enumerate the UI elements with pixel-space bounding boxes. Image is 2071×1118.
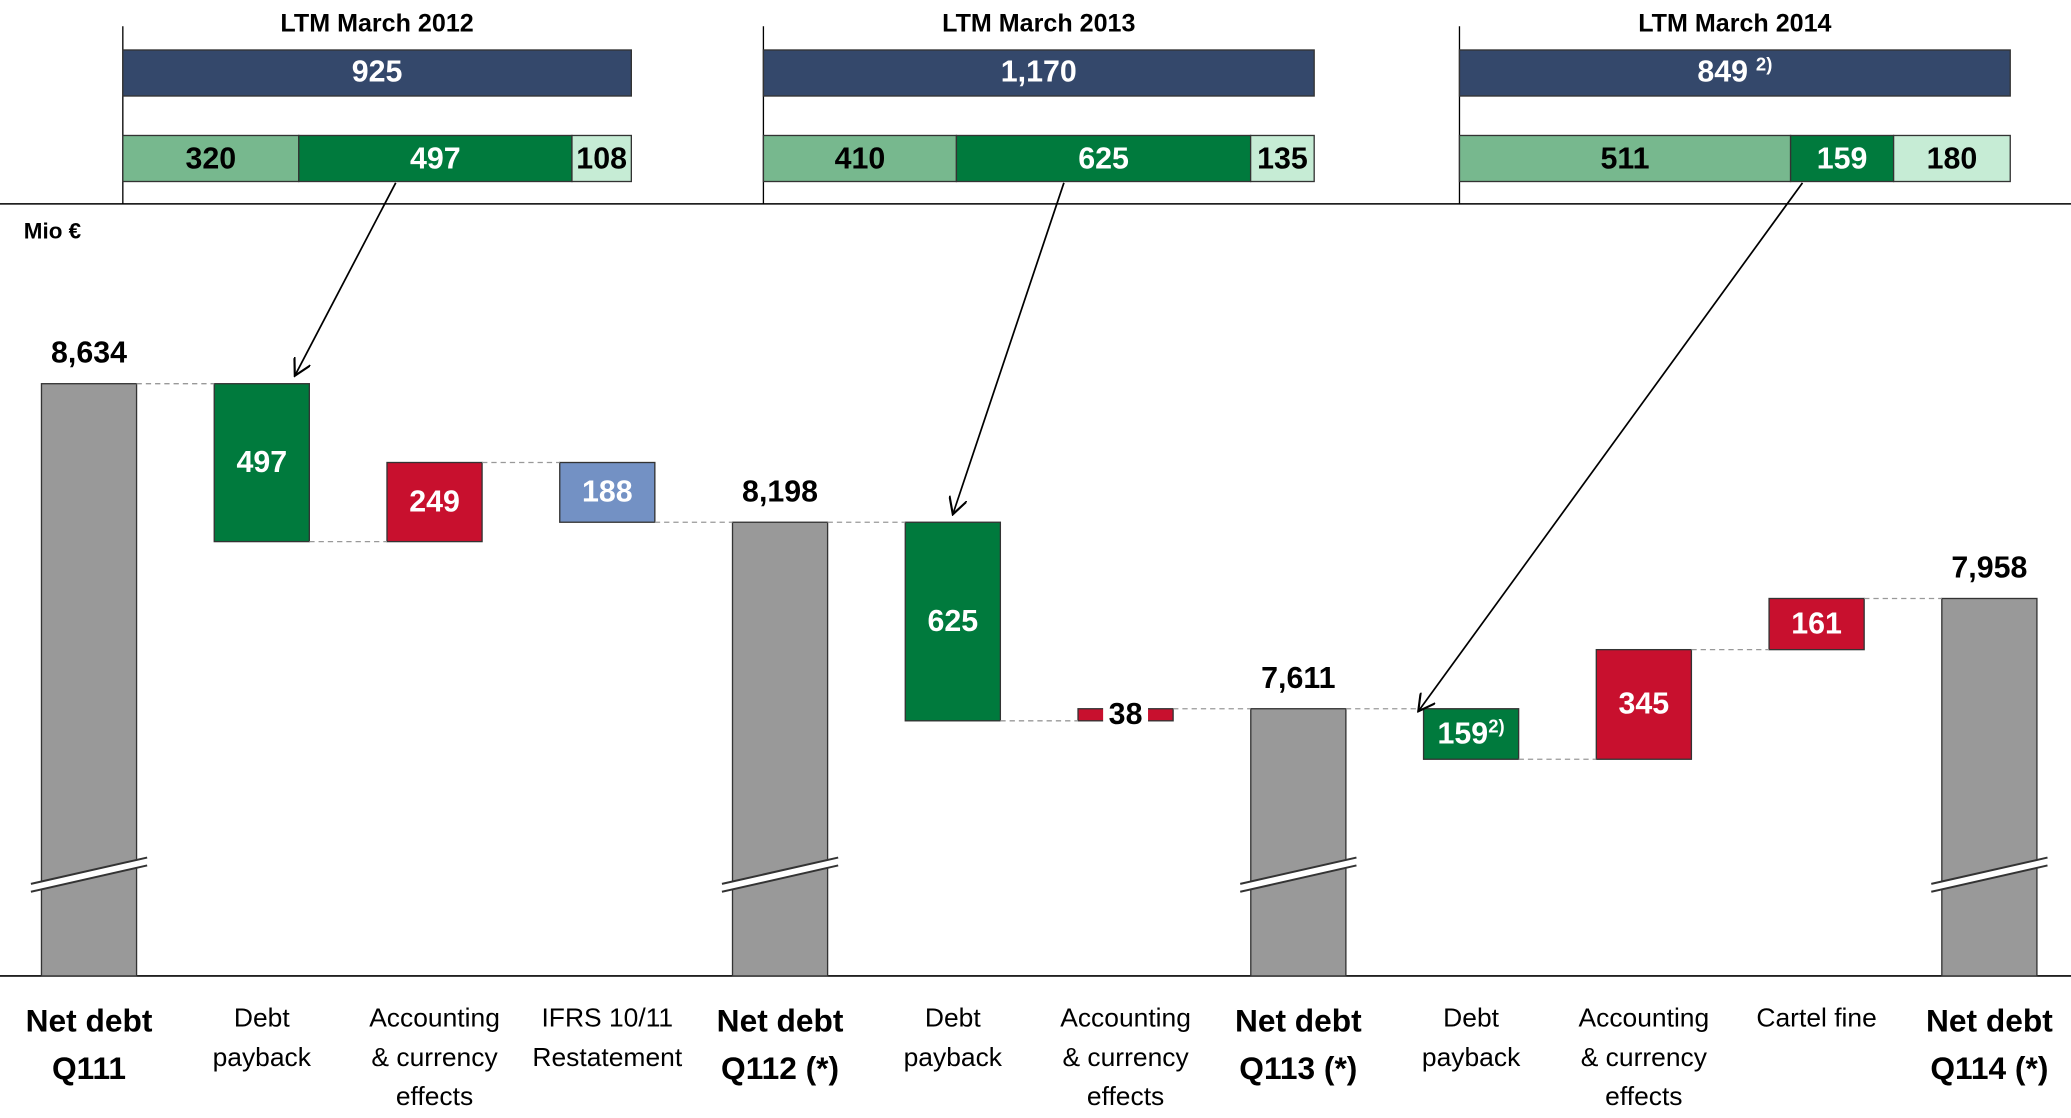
axis-break [1931,857,2048,892]
axis-break [30,857,148,892]
panel-segment-label: 410 [835,143,886,176]
panel-total-note: 2) [1756,54,1772,75]
panel-segment [955,134,1252,183]
bar [1768,597,1865,651]
x-tick-label: Q111 [52,1050,126,1086]
panel-segment [122,134,300,183]
panel-segment-label: 180 [1927,143,1978,176]
panel-segment [571,134,632,183]
panel-total-bar [762,49,1315,97]
panel-segment-label: 497 [410,143,461,176]
x-tick-label: effects [1605,1081,1682,1111]
unit-label: Mio € [24,219,82,244]
bar [386,461,483,543]
panel-segment [1892,134,2011,183]
x-tick-label: Debt [925,1002,981,1032]
panel-title: LTM March 2012 [280,10,473,38]
axis-break-line [30,864,148,893]
x-tick-label: Debt [1443,1002,1499,1032]
x-tick-label: & currency [1062,1042,1189,1072]
value-label: 345 [1619,688,1670,721]
panel-total-label: 925 [352,56,403,89]
x-tick-label: effects [1087,1081,1164,1111]
x-tick-label: IFRS 10/11 [541,1002,673,1032]
axis-break-line [1931,864,2048,893]
value-label: 8,634 [51,337,127,370]
axis-break-line [1240,864,1357,893]
bar [1941,597,2038,977]
panel-segment [762,134,958,183]
x-tick-label: payback [213,1042,312,1072]
arrow [953,182,1065,515]
axis-break-line [721,864,839,893]
x-tick-label: Debt [234,1002,290,1032]
x-tick-label: Net debt [1235,1003,1362,1039]
value-label: 7,958 [1951,552,2027,585]
panel-segment-label: 108 [576,143,627,176]
label-background [1103,698,1149,731]
bar [1250,708,1347,977]
x-tick-label: Accounting [369,1002,500,1032]
x-tick-label: payback [904,1042,1003,1072]
x-tick-label: effects [396,1081,473,1111]
axis-break-line [1240,856,1357,885]
panel-total-bar [122,49,632,97]
panel-segment [298,134,573,183]
axis-break-line [30,856,148,885]
value-label: 188 [582,476,633,509]
bar [904,521,1002,722]
panel-total-label: 1,170 [1001,56,1077,89]
x-tick-label: Accounting [1579,1002,1710,1032]
value-label: 8,198 [742,475,818,508]
panel-segment-label: 625 [1078,143,1129,176]
panel-segment-label: 320 [185,143,236,176]
x-tick-label: Q112 (*) [721,1050,839,1086]
x-tick-label: & currency [371,1042,498,1072]
bar [1595,648,1693,760]
bar [731,521,829,977]
panel-segment [1458,134,1792,183]
value-label: 38 [1109,698,1143,731]
panel-segment-label: 159 [1817,143,1868,176]
x-tick-label: Cartel fine [1756,1002,1876,1032]
x-tick-label: Accounting [1060,1002,1191,1032]
x-tick-label: payback [1422,1042,1521,1072]
panel-segment [1249,134,1315,183]
axis-break [721,857,839,892]
x-tick-label: Net debt [26,1003,153,1039]
panel-title: LTM March 2014 [1638,10,1831,38]
arrow [1418,182,1804,712]
value-label: 497 [236,446,287,479]
value-label: 249 [409,485,460,518]
axis-break-line [721,856,839,885]
panel-segment-label: 511 [1601,143,1650,176]
panel-title: LTM March 2013 [942,10,1135,38]
panel-total-bar [1458,49,2011,97]
bar [213,383,310,543]
x-tick-label: Restatement [532,1042,682,1072]
value-label-note: 2) [1488,715,1504,736]
axis-break-line [1931,856,2048,885]
arrow [295,182,397,376]
bar [559,461,656,523]
value-label: 7,611 [1261,662,1335,695]
value-label: 625 [927,605,978,638]
panel-total-label: 849 2) [1697,54,1772,89]
value-label: 161 [1791,607,1842,640]
axis-break [1240,857,1357,892]
panel-segment [1789,134,1895,183]
bar [1422,708,1520,760]
panel-segment-label: 135 [1257,143,1308,176]
x-tick-label: Net debt [717,1003,844,1039]
x-tick-label: Q113 (*) [1239,1050,1357,1086]
x-tick-label: & currency [1581,1042,1708,1072]
x-tick-label: Net debt [1926,1003,2053,1039]
x-tick-label: Q114 (*) [1930,1050,2048,1086]
